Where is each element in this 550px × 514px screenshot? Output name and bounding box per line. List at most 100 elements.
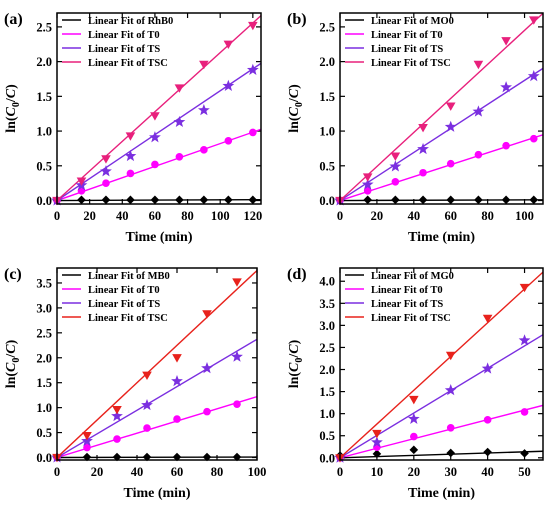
legend: Linear Fit of RhB0 Linear Fit of T0 Linear… — [62, 16, 173, 69]
data-point — [529, 195, 539, 205]
y-tick-label: 4.0 — [319, 275, 335, 289]
y-tick-label: 1.5 — [319, 90, 335, 104]
y-axis-title: ln(C0/C) — [287, 84, 305, 133]
data-point — [446, 448, 456, 458]
data-point — [418, 195, 428, 205]
data-point — [175, 152, 184, 161]
data-point — [81, 434, 93, 447]
y-tick-label: 1.5 — [319, 385, 335, 399]
x-tick-label: 120 — [243, 209, 262, 223]
panel-a: 0 20 40 60 80 100 120 0.0 0.5 1.0 1.5 2.0 2.5 Linear … — [4, 11, 262, 245]
y-tick-label: 1.0 — [319, 125, 335, 139]
data-point — [528, 16, 539, 25]
fit-line — [340, 13, 543, 202]
data-point — [520, 408, 529, 416]
panel-d: 0 10 20 30 40 50 0.0 0.5 1.0 1.5 2.0 2.5 3.0 3.5 4.0 Li… — [287, 266, 544, 501]
data-point — [142, 371, 152, 381]
plot-frame — [56, 12, 262, 205]
data-point — [371, 436, 383, 448]
y-axis-title: ln(C0/C) — [4, 84, 22, 133]
data-point — [361, 178, 374, 190]
x-tick-label: 60 — [149, 209, 162, 223]
data-point — [483, 416, 492, 424]
data-point — [483, 447, 492, 457]
data-point — [445, 102, 456, 111]
data-point — [83, 443, 91, 452]
y-tick-label: 0.0 — [36, 194, 52, 208]
y-tick-label: 0.5 — [319, 159, 335, 173]
data-point — [201, 362, 213, 374]
data-point — [391, 195, 400, 205]
y-tick-label: 2.0 — [319, 55, 335, 69]
data-point — [446, 195, 456, 205]
data-point — [501, 37, 511, 46]
x-axis-title: Time (min) — [408, 230, 475, 245]
data-point — [102, 179, 110, 187]
data-point — [202, 452, 212, 462]
panel-label: (b) — [287, 11, 307, 28]
data-point — [82, 431, 92, 441]
y-tick-label: 0.0 — [319, 194, 335, 208]
x-tick-label: 80 — [481, 209, 494, 223]
y-tick-label: 0.0 — [36, 451, 52, 465]
legend-entry: Linear Fit of TSC — [88, 58, 168, 69]
data-point — [407, 412, 420, 424]
data-point — [446, 159, 455, 168]
data-point — [249, 128, 257, 137]
data-point — [474, 195, 483, 205]
data-point — [222, 79, 235, 91]
legend-entry: Linear Fit of TS — [371, 299, 443, 310]
data-point — [481, 362, 494, 374]
x-tick-label: 40 — [408, 209, 421, 223]
panel-b: 0 20 40 60 80 100 0.0 0.5 1.0 1.5 2.0 2.5 Linear Fit… — [287, 11, 544, 245]
legend-entry: Linear Fit of RhB0 — [88, 16, 173, 27]
data-point — [174, 84, 185, 93]
data-point — [363, 187, 372, 195]
data-point — [419, 168, 427, 177]
data-point — [142, 452, 152, 462]
legend-entry: Linear Fit of T0 — [371, 30, 443, 41]
data-point — [363, 195, 372, 205]
y-tick-label: 2.5 — [319, 20, 335, 34]
fit-line — [340, 67, 543, 202]
fit-line — [57, 269, 257, 459]
x-tick-label: 60 — [171, 465, 184, 479]
y-tick-label: 3.5 — [36, 276, 52, 290]
data-point — [126, 169, 135, 178]
plot-frame — [56, 267, 258, 461]
panel-label: (c) — [4, 266, 22, 283]
y-tick-label: 2.5 — [36, 20, 52, 34]
data-point — [150, 112, 160, 121]
fit-line — [340, 450, 543, 459]
data-point — [175, 195, 184, 205]
data-point — [500, 81, 512, 93]
plot-frame — [339, 267, 544, 461]
data-point — [150, 195, 160, 205]
x-tick-label: 40 — [116, 209, 129, 223]
data-point — [518, 334, 531, 346]
data-point — [82, 452, 92, 462]
y-tick-label: 0.0 — [319, 451, 335, 465]
data-point — [444, 120, 457, 132]
data-point — [502, 141, 510, 150]
data-point — [446, 423, 455, 432]
data-point — [125, 132, 136, 141]
y-tick-label: 1.5 — [36, 376, 52, 390]
data-point — [248, 195, 258, 205]
data-point — [418, 124, 428, 133]
x-tick-label: 20 — [408, 465, 421, 479]
data-point — [111, 409, 123, 422]
x-tick-label: 20 — [371, 209, 384, 223]
fit-line — [340, 271, 543, 459]
x-tick-label: 0 — [337, 209, 343, 223]
x-tick-label: 100 — [515, 209, 534, 223]
y-tick-label: 3.0 — [36, 301, 52, 315]
data-point — [172, 354, 182, 363]
data-point — [200, 146, 208, 154]
data-point — [232, 452, 242, 462]
y-tick-label: 2.0 — [319, 363, 335, 377]
data-point — [444, 384, 457, 396]
data-point — [101, 155, 111, 164]
x-tick-label: 20 — [91, 465, 104, 479]
